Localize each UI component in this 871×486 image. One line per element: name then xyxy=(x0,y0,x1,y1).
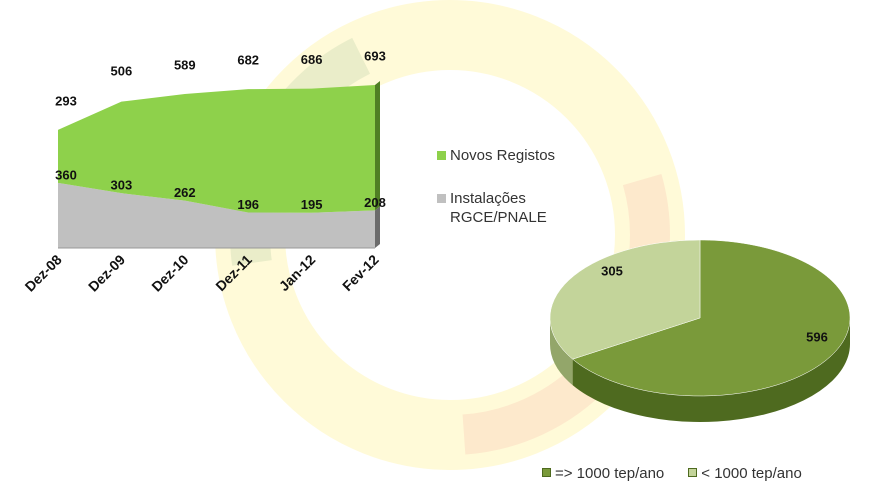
value-label: 506 xyxy=(111,63,133,78)
legend-swatch xyxy=(542,468,551,477)
area-side xyxy=(375,81,380,211)
pie-slice xyxy=(549,239,701,360)
legend-label: Instalações RGCE/PNALE xyxy=(450,190,547,226)
value-label: 589 xyxy=(174,57,196,72)
value-label: 686 xyxy=(301,52,323,67)
area xyxy=(58,85,375,213)
x-tick-label: Fev-12 xyxy=(339,251,382,294)
value-label: 693 xyxy=(364,48,386,63)
legend-label: < 1000 tep/ano xyxy=(701,465,802,482)
legend-item: Instalações RGCE/PNALE xyxy=(437,189,567,227)
value-label: 305 xyxy=(601,263,623,278)
area-side xyxy=(375,206,380,248)
pie-slice xyxy=(572,239,851,397)
value-label: 303 xyxy=(111,178,133,193)
legend-swatch xyxy=(437,151,446,160)
pie-legend: => 1000 tep/ano < 1000 tep/ano xyxy=(542,464,826,483)
value-label: 195 xyxy=(301,197,323,212)
legend-item: < 1000 tep/ano xyxy=(688,465,802,482)
value-label: 360 xyxy=(55,167,77,182)
x-tick-label: Dez-10 xyxy=(148,251,191,294)
area-legend: Novos Registos Instalações RGCE/PNALE xyxy=(437,146,567,227)
value-label: 208 xyxy=(364,195,386,210)
value-label: 293 xyxy=(55,93,77,108)
value-label: 596 xyxy=(806,329,828,344)
value-label: 262 xyxy=(174,185,196,200)
x-tick-label: Dez-09 xyxy=(85,251,128,294)
legend-swatch xyxy=(437,194,446,203)
x-tick-label: Dez-08 xyxy=(22,251,65,294)
pie-side xyxy=(550,318,573,386)
pie-side xyxy=(572,318,850,422)
legend-label: => 1000 tep/ano xyxy=(555,465,665,482)
area xyxy=(58,182,375,248)
legend-item: Novos Registos xyxy=(437,146,567,165)
legend-item: => 1000 tep/ano xyxy=(542,465,664,482)
legend-swatch xyxy=(688,468,698,477)
value-label: 196 xyxy=(237,197,259,212)
legend-label: Novos Registos xyxy=(450,147,556,164)
value-label: 682 xyxy=(237,53,259,68)
